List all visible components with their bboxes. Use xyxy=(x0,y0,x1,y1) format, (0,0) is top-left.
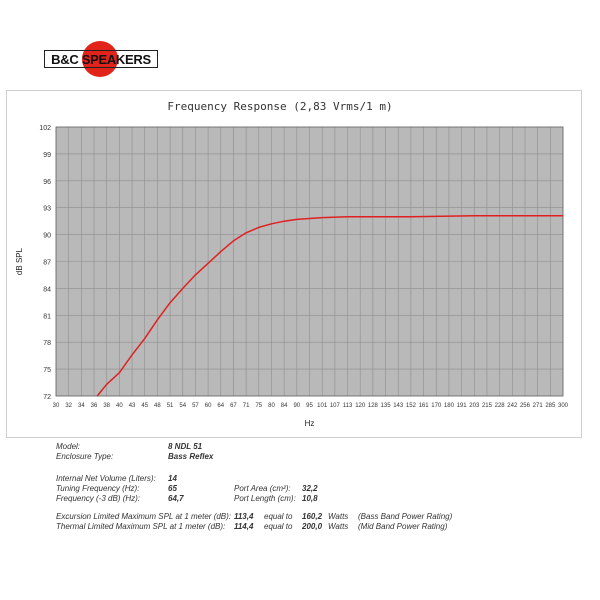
x-tick-label: 180 xyxy=(444,403,455,409)
x-tick-label: 75 xyxy=(255,403,262,409)
tuning-value: 65 xyxy=(168,484,177,493)
x-tick-label: 51 xyxy=(167,403,174,409)
port-area-label: Port Area (cm²): xyxy=(234,484,291,493)
x-tick-label: 170 xyxy=(431,403,442,409)
x-tick-label: 285 xyxy=(545,403,556,409)
x-tick-label: 84 xyxy=(281,403,288,409)
excursion-value: 113,4 xyxy=(234,512,254,521)
enclosure-label: Enclosure Type: xyxy=(56,452,114,461)
x-axis-label: Hz xyxy=(305,419,315,428)
port-length-value: 10,8 xyxy=(302,494,318,503)
x-tick-label: 120 xyxy=(355,403,366,409)
thermal-watts: 200,0 xyxy=(302,522,323,531)
y-tick-label: 99 xyxy=(43,152,51,159)
volume-value: 14 xyxy=(168,474,177,483)
y-tick-label: 75 xyxy=(43,367,51,374)
x-tick-label: 113 xyxy=(343,403,353,409)
x-tick-label: 215 xyxy=(482,403,493,409)
thermal-equal: equal to xyxy=(264,522,293,531)
f3-value: 64,7 xyxy=(168,494,184,503)
x-tick-label: 60 xyxy=(205,403,212,409)
y-tick-label: 84 xyxy=(43,286,51,293)
excursion-watts: 160,2 xyxy=(302,512,323,521)
x-tick-label: 90 xyxy=(293,403,300,409)
y-tick-label: 93 xyxy=(43,206,51,213)
model-value: 8 NDL 51 xyxy=(168,442,203,451)
x-tick-label: 80 xyxy=(268,403,275,409)
y-tick-label: 72 xyxy=(43,394,51,401)
x-tick-label: 32 xyxy=(65,403,72,409)
x-tick-label: 64 xyxy=(217,403,224,409)
x-tick-label: 38 xyxy=(103,403,110,409)
x-tick-label: 36 xyxy=(91,403,98,409)
excursion-equal: equal to xyxy=(264,512,293,521)
thermal-label: Thermal Limited Maximum SPL at 1 meter (… xyxy=(56,522,226,531)
excursion-note: (Bass Band Power Rating) xyxy=(358,512,453,521)
x-tick-label: 135 xyxy=(381,403,392,409)
x-tick-label: 161 xyxy=(419,403,430,409)
x-tick-label: 71 xyxy=(243,403,250,409)
thermal-note: (Mid Band Power Rating) xyxy=(358,522,448,531)
x-tick-label: 54 xyxy=(179,403,186,409)
y-tick-label: 96 xyxy=(43,179,51,186)
f3-label: Frequency (-3 dB) (Hz): xyxy=(56,494,141,503)
x-tick-label: 152 xyxy=(406,403,417,409)
x-tick-label: 67 xyxy=(230,403,237,409)
x-tick-label: 45 xyxy=(141,403,148,409)
y-axis-label: dB SPL xyxy=(15,247,24,275)
volume-label: Internal Net Volume (Liters): xyxy=(56,474,156,483)
port-area-value: 32,2 xyxy=(302,484,318,493)
y-tick-label: 102 xyxy=(39,125,51,132)
x-tick-label: 101 xyxy=(317,403,328,409)
excursion-unit: Watts xyxy=(328,512,349,521)
x-tick-label: 30 xyxy=(53,403,60,409)
response-curve xyxy=(96,215,563,397)
x-tick-label: 143 xyxy=(393,403,404,409)
x-tick-label: 34 xyxy=(78,403,85,409)
logo-text: B&C SPEAKERS xyxy=(44,50,158,68)
chart-title: Frequency Response (2,83 Vrms/1 m) xyxy=(167,100,393,113)
x-tick-label: 203 xyxy=(469,403,480,409)
enclosure-value: Bass Reflex xyxy=(168,452,214,461)
y-tick-label: 81 xyxy=(43,313,51,320)
x-tick-label: 256 xyxy=(520,403,531,409)
logo-red-circle xyxy=(82,41,118,77)
plot-border xyxy=(55,126,564,397)
x-tick-label: 95 xyxy=(306,403,313,409)
brand-logo: B&C SPEAKERS xyxy=(44,41,158,77)
x-tick-label: 300 xyxy=(558,403,569,409)
x-tick-label: 128 xyxy=(368,403,379,409)
x-tick-label: 40 xyxy=(116,403,123,409)
tuning-label: Tuning Frequency (Hz): xyxy=(56,484,140,493)
x-tick-label: 48 xyxy=(154,403,161,409)
excursion-label: Excursion Limited Maximum SPL at 1 meter… xyxy=(56,512,232,521)
x-tick-label: 242 xyxy=(507,403,518,409)
x-tick-label: 271 xyxy=(533,403,544,409)
model-label: Model: xyxy=(56,442,81,451)
y-tick-label: 87 xyxy=(43,260,51,267)
x-tick-label: 43 xyxy=(129,403,136,409)
port-length-label: Port Length (cm): xyxy=(234,494,296,503)
thermal-unit: Watts xyxy=(328,522,349,531)
x-tick-label: 228 xyxy=(495,403,506,409)
x-tick-label: 191 xyxy=(457,403,468,409)
x-tick-label: 57 xyxy=(192,403,199,409)
y-tick-label: 90 xyxy=(43,233,51,240)
y-tick-label: 78 xyxy=(43,340,51,347)
thermal-value: 114,4 xyxy=(234,522,254,531)
x-tick-label: 107 xyxy=(330,403,341,409)
